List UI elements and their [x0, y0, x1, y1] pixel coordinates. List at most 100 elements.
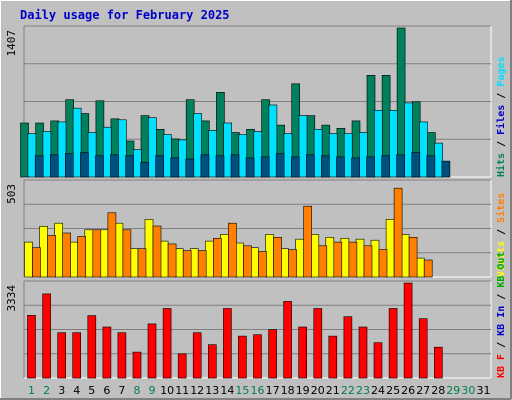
day-label: 20: [311, 384, 325, 397]
day-label: 2: [43, 384, 50, 397]
bar: [80, 152, 89, 178]
day-label: 7: [118, 384, 125, 397]
bar: [57, 121, 67, 178]
bar: [27, 133, 37, 178]
day-label: 16: [251, 384, 265, 397]
bar: [318, 245, 328, 278]
bar: [167, 243, 177, 278]
bar: [408, 237, 418, 278]
bar: [42, 293, 51, 379]
legend-part: /: [496, 223, 507, 241]
bar: [159, 240, 169, 278]
bar: [333, 241, 343, 278]
bar: [32, 247, 41, 278]
bar: [197, 250, 207, 278]
bar: [358, 326, 368, 379]
day-label: 14: [220, 384, 234, 397]
bar: [223, 122, 232, 178]
day-label: 30: [461, 384, 475, 397]
bar: [298, 326, 308, 379]
bar: [170, 157, 180, 178]
day-label: 23: [356, 384, 370, 397]
legend-part: Files: [495, 105, 507, 135]
bar: [268, 104, 278, 178]
day-label: 5: [88, 384, 95, 397]
bar: [403, 282, 413, 379]
bar: [57, 332, 67, 379]
day-label: 27: [416, 384, 430, 397]
bar: [303, 205, 313, 278]
day-label: 22: [341, 384, 355, 397]
bar: [72, 107, 82, 178]
bar: [388, 308, 398, 379]
bar: [381, 155, 391, 178]
bar: [343, 133, 353, 178]
bar: [378, 249, 388, 278]
panel-legend: Hits / Files / Pages: [495, 57, 507, 177]
bar: [152, 225, 162, 278]
bar: [426, 155, 436, 178]
bar: [253, 334, 262, 379]
bar: [77, 236, 86, 278]
bar: [366, 156, 375, 178]
bar: [155, 155, 164, 178]
day-label: 13: [205, 384, 219, 397]
legend-part: /: [496, 288, 507, 306]
bar: [288, 249, 297, 278]
bar: [238, 134, 248, 178]
bar: [313, 129, 323, 178]
day-label: 28: [431, 384, 445, 397]
bar: [215, 155, 225, 178]
bar: [404, 102, 413, 178]
bar: [200, 154, 210, 178]
panel-ymax-label: 3334: [5, 285, 18, 312]
bar: [117, 332, 127, 379]
bar: [243, 245, 252, 278]
bar: [238, 335, 247, 379]
chart-title: Daily usage for February 2025: [20, 8, 230, 22]
bar: [283, 133, 293, 178]
bar: [250, 247, 259, 278]
legend-part: KB F: [496, 354, 507, 378]
chart-panels: 1407 Hits / Files / Pages 503 Visits / Site…: [5, 25, 507, 379]
bar: [193, 113, 202, 178]
bar: [163, 134, 172, 178]
bar: [298, 115, 308, 178]
bar: [393, 187, 403, 278]
bar: [260, 156, 270, 178]
bar: [306, 154, 315, 178]
bar: [92, 229, 102, 278]
day-axis-labels: 1 2 3 4 5 6 7 8 9 10 11 12 13 14 15 16 17 18 19 20 21 22 23 24 2…: [28, 384, 491, 397]
bar: [351, 157, 360, 178]
day-label: 9: [149, 384, 156, 397]
bar: [54, 222, 64, 278]
bar: [389, 110, 398, 178]
day-label: 18: [281, 384, 295, 397]
bar: [328, 335, 338, 379]
bar: [84, 229, 94, 278]
bar: [228, 222, 237, 278]
bar: [95, 155, 104, 178]
bar: [132, 351, 142, 379]
bar: [340, 238, 350, 278]
bar: [42, 131, 52, 178]
day-label: 12: [190, 384, 204, 397]
bar: [223, 308, 232, 379]
bar: [72, 332, 81, 379]
bar: [441, 160, 451, 178]
panel-legend: Visits / Sites: [495, 193, 507, 277]
day-label: 31: [477, 384, 491, 397]
day-label: 15: [235, 384, 249, 397]
bar: [62, 232, 72, 278]
bar: [49, 154, 59, 178]
bar: [275, 153, 285, 178]
bar: [137, 248, 147, 278]
bar: [122, 229, 132, 278]
bar: [343, 316, 353, 379]
bar: [65, 153, 74, 178]
bar: [290, 156, 300, 178]
bar: [147, 323, 157, 379]
bar: [47, 235, 56, 278]
bar: [34, 155, 44, 178]
